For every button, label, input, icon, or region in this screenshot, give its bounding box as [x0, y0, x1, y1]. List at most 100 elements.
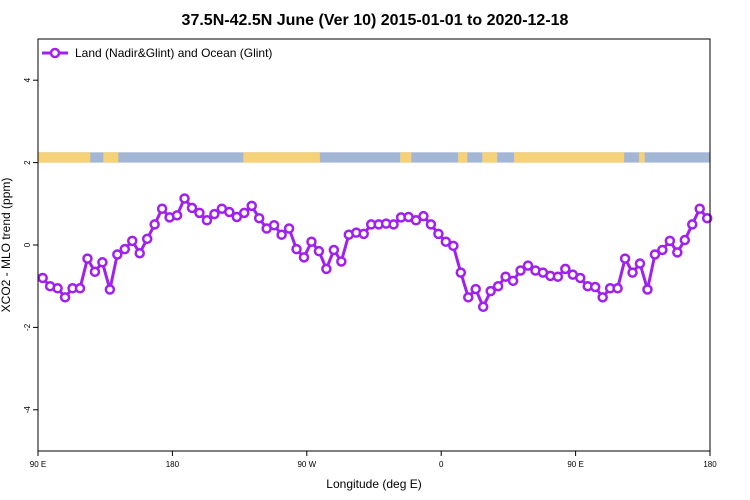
data-point — [283, 223, 295, 234]
data-point — [410, 215, 422, 226]
data-point — [156, 203, 168, 214]
data-point — [186, 202, 198, 214]
y-tick-label: -2 — [23, 323, 32, 331]
land-segment — [400, 152, 412, 163]
data-point — [134, 247, 145, 259]
data-point — [560, 263, 571, 275]
data-point — [82, 253, 93, 264]
data-point — [589, 281, 601, 293]
data-point — [492, 280, 504, 292]
land-segment — [482, 152, 498, 163]
data-point — [141, 233, 153, 245]
data-point — [463, 292, 474, 303]
data-point — [687, 219, 698, 230]
data-point — [328, 244, 340, 256]
data-point — [313, 245, 325, 257]
data-point — [575, 272, 586, 284]
data-point — [649, 249, 661, 260]
data-point — [634, 258, 646, 269]
data-point — [149, 219, 160, 230]
y-tick-label: 2 — [23, 160, 32, 165]
data-point — [679, 234, 691, 246]
data-point — [433, 228, 444, 240]
x-tick-label: 0 — [439, 460, 444, 469]
data-point — [358, 228, 369, 240]
ocean-band — [38, 152, 710, 163]
data-point — [298, 252, 310, 263]
x-axis: 90 E 180 90 W 0 90 E 180 — [30, 451, 717, 469]
data-point — [694, 203, 705, 214]
data-point — [552, 271, 564, 282]
data-point — [336, 256, 347, 267]
data-point — [627, 267, 638, 278]
data-point — [515, 265, 526, 276]
data-point — [52, 283, 63, 294]
data-point — [418, 210, 429, 222]
data-point — [619, 253, 631, 264]
land-ocean-band — [38, 152, 710, 163]
data-point — [477, 301, 489, 313]
data-point — [37, 272, 48, 284]
legend-marker — [49, 47, 61, 59]
data-point — [664, 235, 676, 247]
y-tick-label: 4 — [23, 77, 32, 82]
x-tick-label: 90 E — [30, 460, 46, 469]
data-point — [224, 206, 235, 218]
land-segment — [243, 152, 320, 163]
data-point — [321, 263, 332, 275]
y-tick-label: 0 — [23, 242, 32, 247]
data-point — [89, 266, 101, 278]
data-point — [448, 240, 459, 252]
y-axis: -4 -2 0 2 4 — [23, 77, 38, 413]
data-point — [209, 208, 220, 220]
data-point — [672, 247, 683, 258]
data-point — [642, 284, 653, 295]
data-point — [657, 244, 668, 256]
land-segment — [38, 152, 91, 163]
data-point — [522, 260, 534, 271]
data-point — [59, 292, 71, 303]
y-axis-label: XCO2 - MLO trend (ppm) — [0, 178, 13, 313]
data-point — [701, 212, 713, 224]
data-point — [470, 283, 481, 295]
data-point — [119, 243, 131, 255]
data-point — [194, 207, 205, 219]
plot-frame — [37, 38, 711, 452]
x-tick-label: 180 — [166, 460, 180, 469]
data-point — [97, 257, 108, 268]
data-point — [485, 285, 496, 297]
series-layer — [37, 193, 713, 313]
data-point — [388, 219, 399, 230]
land-segment — [103, 152, 119, 163]
data-point — [104, 284, 116, 295]
chart-title: 37.5N-42.5N June (Ver 10) 2015-01-01 to … — [182, 12, 569, 29]
data-point — [597, 292, 608, 303]
data-point — [253, 212, 265, 224]
x-tick-label: 90 W — [297, 460, 316, 469]
legend: Land (Nadir&Glint) and Ocean (Glint) — [42, 46, 272, 60]
data-point — [112, 249, 123, 260]
data-point — [231, 211, 243, 223]
data-point — [612, 283, 623, 294]
data-point — [179, 193, 190, 204]
data-point — [291, 243, 302, 255]
data-point — [507, 275, 519, 287]
data-point — [127, 235, 138, 247]
data-point — [500, 271, 511, 282]
data-point — [246, 200, 257, 212]
x-tick-label: 90 E — [567, 460, 583, 469]
data-point — [201, 215, 213, 226]
data-point — [171, 210, 183, 221]
data-point — [440, 236, 452, 247]
data-point — [306, 236, 317, 247]
data-point — [268, 219, 280, 231]
data-point — [74, 283, 86, 294]
data-point — [425, 219, 437, 230]
x-axis-label: Longitude (deg E) — [326, 477, 421, 491]
land-segment — [514, 152, 625, 163]
land-segment — [458, 152, 468, 163]
y-tick-label: -4 — [23, 406, 32, 414]
legend-label: Land (Nadir&Glint) and Ocean (Glint) — [75, 46, 272, 60]
land-segment — [639, 152, 645, 163]
